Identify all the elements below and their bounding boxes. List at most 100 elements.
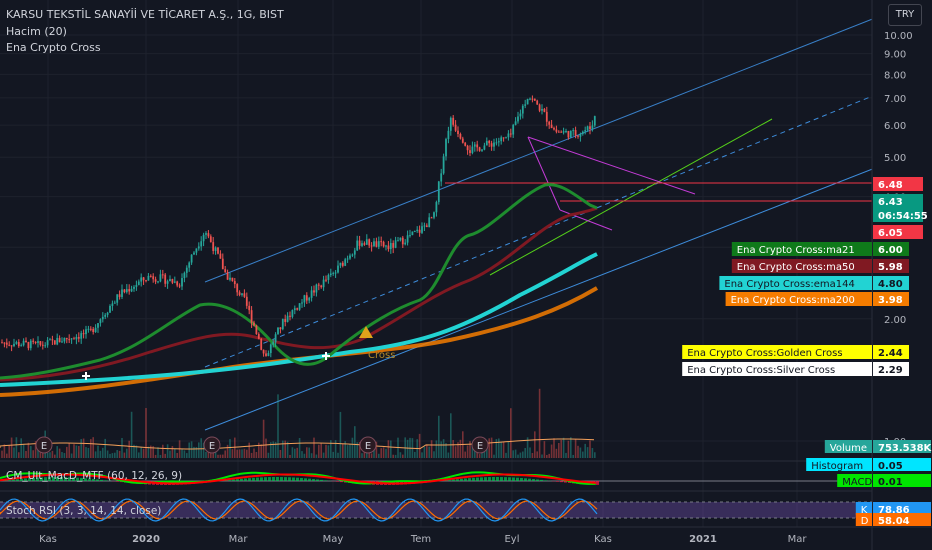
candle-body — [27, 342, 30, 349]
volume-bar — [452, 440, 454, 458]
volume-bar — [8, 444, 10, 458]
candle-body — [337, 265, 339, 273]
cross-indicator-label[interactable]: Ena Crypto Cross — [6, 41, 101, 54]
volume-bar — [519, 452, 522, 458]
candle-body — [428, 217, 431, 228]
candle-body — [231, 277, 234, 282]
volume-bar — [78, 446, 80, 458]
indicator-name-text: Ena Crypto Cross:ma50 — [737, 262, 855, 273]
candle-body — [437, 181, 440, 203]
candle-body — [253, 322, 255, 326]
pane-value-text: 0.01 — [878, 477, 903, 488]
candle-body — [464, 142, 467, 146]
candle-body — [572, 130, 575, 132]
indicator-name-box — [719, 276, 872, 290]
volume-bar — [514, 449, 517, 458]
indicator-name-text: Ena Crypto Cross:ma200 — [731, 295, 855, 306]
candle-body — [409, 235, 411, 237]
volume-bar — [570, 437, 572, 458]
stoch-pane-label[interactable]: Stoch RSI (3, 3, 14, 14, close) — [6, 505, 162, 517]
candle-body — [502, 137, 505, 139]
volume-bar — [423, 446, 426, 458]
candle-body — [80, 333, 83, 339]
candle-body — [517, 116, 519, 122]
candle-body — [229, 277, 231, 280]
earnings-marker[interactable] — [203, 436, 221, 454]
candle-body — [303, 295, 306, 303]
indicator-labels: Ena Crypto Cross:ma21 6.00 Ena Crypto Cros… — [682, 242, 909, 376]
candle-body — [116, 294, 119, 303]
candle-body — [533, 98, 536, 101]
currency-button[interactable]: TRY — [888, 4, 922, 26]
ma50-line — [0, 206, 598, 382]
macd-histogram-bar — [28, 478, 31, 481]
indicator-name-text: Ena Crypto Cross:Golden Cross — [687, 348, 842, 359]
indicator-value-box — [873, 242, 909, 256]
candle-body — [65, 337, 68, 340]
volume-bar — [582, 451, 584, 458]
candle-body — [190, 254, 193, 263]
macd-pane-label[interactable]: CM_Ult_MacD_MTF (60, 12, 26, 9) — [6, 470, 183, 482]
volume-bar — [32, 450, 34, 458]
volume-bar — [298, 437, 301, 458]
volume-bar — [562, 437, 565, 458]
earnings-marker[interactable] — [35, 436, 53, 454]
candle-body — [541, 108, 543, 111]
candle-body — [591, 125, 594, 129]
moving-averages — [0, 183, 599, 397]
volume-bar — [522, 451, 524, 458]
volume-bars — [0, 388, 596, 458]
macd-histogram-bar — [244, 478, 247, 481]
ema144-line — [0, 252, 598, 387]
candle-body — [205, 233, 207, 235]
volume-bar — [541, 454, 543, 458]
symbol-title[interactable]: KARSU TEKSTİL SANAYİİ VE TİCARET A.Ş., 1… — [6, 8, 284, 21]
candle-body — [543, 108, 546, 112]
macd-histogram-bar — [296, 477, 299, 481]
volume-bar — [138, 452, 140, 458]
volume-bar — [296, 447, 298, 458]
volume-bar — [58, 448, 61, 458]
candle-body — [466, 145, 469, 151]
pane-value-box — [873, 502, 931, 515]
volume-bar — [399, 452, 402, 458]
candle-body — [365, 239, 368, 245]
macd-histogram-bar — [564, 481, 567, 483]
candle-body — [406, 235, 409, 243]
volume-bar — [591, 448, 594, 458]
candle-body — [488, 140, 491, 144]
candle-body — [418, 229, 421, 233]
volume-bar — [301, 451, 303, 458]
volume-bar — [294, 448, 296, 458]
macd-histogram-bar — [72, 477, 75, 481]
volume-indicator-label[interactable]: Hacim (20) — [6, 25, 67, 38]
volume-bar — [22, 444, 25, 458]
indicator-value-box — [873, 345, 909, 359]
indicator-name-box — [731, 259, 872, 273]
candle-body — [329, 273, 332, 276]
candle-body — [87, 328, 90, 330]
price-label-text: 06:54:55 — [878, 211, 928, 222]
macd-histogram-bar — [516, 477, 519, 481]
candle-body — [346, 258, 349, 260]
volume-bar — [306, 447, 308, 458]
candle-body — [351, 254, 354, 256]
candle-body — [209, 236, 212, 243]
macd-histogram-bar — [40, 477, 43, 481]
volume-bar — [457, 442, 459, 458]
candle-body — [440, 173, 443, 182]
volume-bar — [99, 450, 102, 458]
macd-histogram-bar — [248, 478, 251, 481]
macd-histogram-bar — [456, 479, 459, 481]
volume-bar — [80, 439, 82, 458]
volume-bar — [550, 444, 553, 458]
earnings-marker[interactable] — [359, 436, 377, 454]
candle-body — [221, 258, 224, 270]
volume-bar — [370, 453, 373, 458]
candle-body — [37, 341, 39, 343]
macd-histogram-bar — [284, 477, 287, 481]
earnings-marker[interactable] — [471, 436, 489, 454]
candle-body — [85, 329, 87, 335]
